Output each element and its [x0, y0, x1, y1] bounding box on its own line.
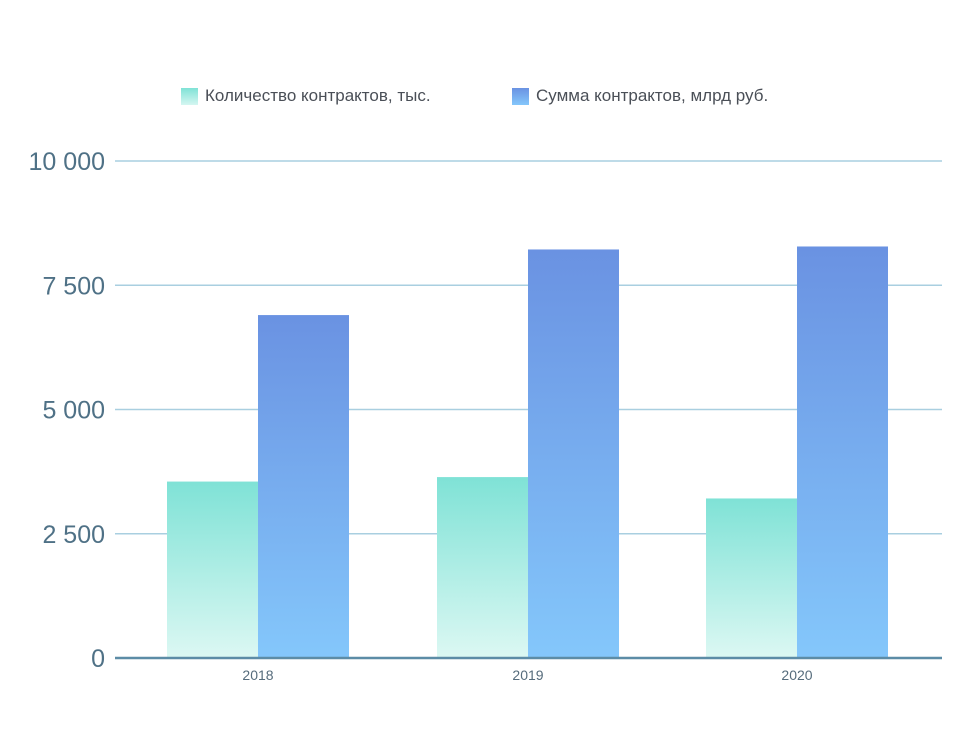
- bar-contract-sum-2020[interactable]: [797, 246, 888, 658]
- legend-label-contract-sum: Сумма контрактов, млрд руб.: [536, 86, 769, 105]
- bar-contract-sum-2019[interactable]: [528, 249, 619, 658]
- legend-item-contract-sum[interactable]: Сумма контрактов, млрд руб.: [512, 86, 768, 106]
- axes: 0 2 500 5 000 7 500 10 000 2018 2019 2020: [29, 148, 942, 683]
- bar-contract-sum-2018[interactable]: [258, 315, 349, 658]
- legend-label-contract-count: Количество контрактов, тыс.: [205, 86, 431, 105]
- bar-contract-count-2020[interactable]: [706, 498, 797, 658]
- x-tick-label: 2019: [512, 667, 543, 683]
- legend: Количество контрактов, тыс. Сумма контра…: [0, 86, 978, 114]
- bar-contract-count-2018[interactable]: [167, 481, 258, 658]
- y-tick-label: 7 500: [42, 272, 105, 300]
- legend-swatch-contract-count: [181, 87, 198, 105]
- y-tick-label: 2 500: [42, 521, 105, 549]
- x-tick-label: 2018: [242, 667, 273, 683]
- bars: [167, 246, 888, 658]
- legend-swatch-contract-sum: [512, 87, 529, 105]
- legend-item-contract-count[interactable]: Количество контрактов, тыс.: [181, 86, 431, 106]
- y-tick-label: 5 000: [42, 397, 105, 425]
- y-tick-label: 10 000: [29, 148, 105, 176]
- bar-contract-count-2019[interactable]: [437, 477, 528, 658]
- y-tick-label: 0: [91, 645, 105, 673]
- x-tick-label: 2020: [781, 667, 812, 683]
